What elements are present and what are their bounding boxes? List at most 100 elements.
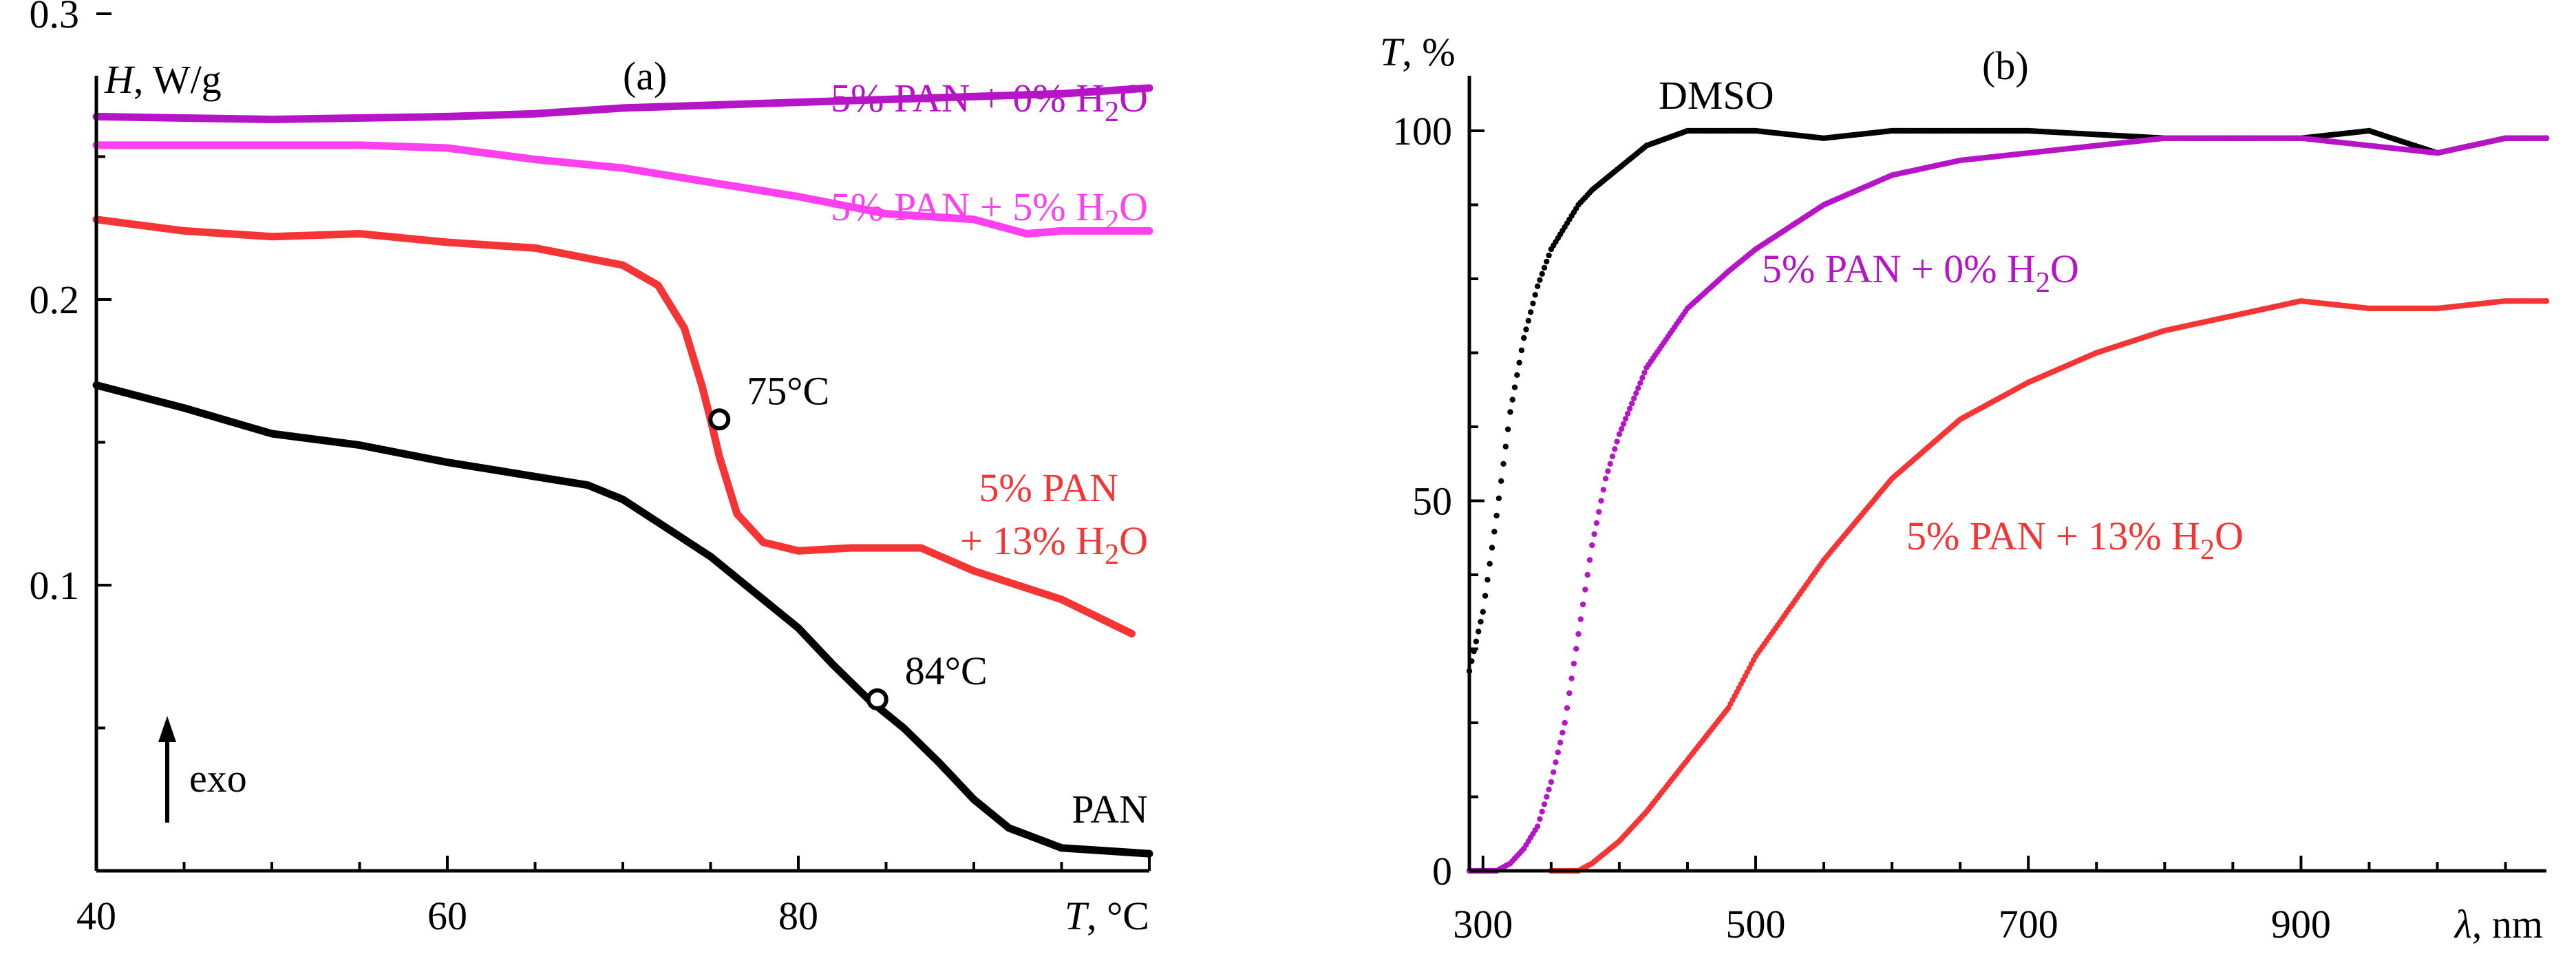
panel-a-y-axis-title: H, W/g (104, 57, 222, 102)
panel-b-point (1544, 258, 1550, 265)
panel-a-legend-pan: PAN (1072, 787, 1148, 832)
panel-b-point (1511, 384, 1518, 390)
panel-b-legend-0pct-tail: O (2050, 246, 2079, 291)
panel-b-point (1546, 786, 1552, 793)
panel-b-point (1635, 385, 1641, 391)
panel-b-series-dmso (1466, 127, 2550, 674)
panel-b-point (1476, 628, 1482, 635)
panel-b-point (1637, 380, 1643, 386)
panel-b-x-axis-title: λ, nm (2453, 902, 2543, 947)
panel-b-point (1577, 616, 1584, 622)
panel-b-point (1498, 478, 1504, 484)
panel-b-point (1555, 749, 1561, 756)
panel-b-point (1591, 531, 1597, 538)
panel-b-point (1614, 439, 1620, 445)
panel-a-xlabel-symbol: T (1065, 894, 1089, 938)
panel-a-y-tick-label: 0.1 (30, 563, 80, 608)
panel-b-point (1602, 476, 1609, 482)
panel-b-ticks-group: 300 500 700 900 0 50 100 (1392, 109, 2507, 947)
exo-arrow-head-icon (158, 716, 176, 742)
panel-b-ylabel-symbol: T (1380, 30, 1405, 74)
panel-b-point (1557, 739, 1564, 746)
panel-a-series-pan (92, 381, 1153, 858)
panel-b-point (1500, 461, 1507, 467)
panel-a-legend-13pct-line1: 5% PAN (979, 465, 1118, 510)
panel-a-legend-5pct-tail: O (1119, 184, 1148, 229)
panel-b-point (1560, 730, 1566, 736)
panel-a-y-tick-label: 0.3 (30, 0, 80, 36)
panel-a-legend-0pct-tail: O (1119, 76, 1148, 120)
panel-b-point (1564, 705, 1571, 711)
panel-a-series-5-pan-13-h2o (92, 215, 1136, 637)
panel-a-markers-group: 75°C 84°C (708, 368, 988, 710)
panel-b-point (1539, 808, 1545, 815)
panel-b-y-axis-title: T, % (1380, 30, 1456, 74)
panel-b-legend-0pct-sub: 2 (2036, 267, 2050, 299)
panel-a-marker-label-75-c: 75°C (747, 368, 829, 413)
panel-a-legend-13pct-tail: O (1119, 518, 1148, 563)
panel-b-point (1521, 335, 1527, 341)
panel-a-ylabel-symbol: H (104, 57, 136, 102)
exo-label: exo (189, 756, 247, 801)
panel-b-point (1631, 395, 1637, 401)
panel-b-point (1541, 264, 1548, 271)
panel-b-series-5-pan-13-h2o (1548, 298, 2550, 874)
panel-a-marker-75-c (708, 408, 731, 431)
panel-b-point (1523, 326, 1529, 332)
panel-b-x-tick-label: 700 (1999, 902, 2058, 947)
panel-b-point (1626, 405, 1633, 412)
panel-a-x-axis-title: T, °C (1065, 894, 1149, 938)
panel-a-legend-13pct-sub: 2 (1105, 539, 1119, 571)
panel-b-point (1553, 759, 1559, 765)
panel-a-y-tick-label: 0.2 (30, 277, 80, 322)
panel-b-point (1546, 252, 1552, 259)
panel-b-point (1641, 370, 1648, 376)
panel-b-point (1544, 794, 1550, 800)
panel-a-x-tick-label: 40 (76, 894, 116, 938)
panel-b-point (2543, 135, 2550, 141)
panel-a-series-group (92, 84, 1153, 858)
panel-b-legend-dmso: DMSO (1659, 73, 1774, 118)
panel-a-x-tick-label: 80 (778, 894, 818, 938)
panel-a-label: (a) (623, 54, 667, 98)
panel-b-series-5-pan-0-h2o (1466, 135, 2550, 874)
panel-a-legend-13pct-line2: + 13% H2O (960, 518, 1148, 571)
panel-b-point (1518, 347, 1525, 354)
panel-b-point (1582, 587, 1588, 593)
panel-b-point (2543, 298, 2550, 304)
panel-b-point (1607, 461, 1613, 467)
panel-b-point (1639, 374, 1646, 381)
panel-b-point (1633, 390, 1639, 397)
panel-b-point (1495, 495, 1502, 502)
panel-b-x-tick-label: 300 (1453, 902, 1513, 947)
panel-b-point (1530, 300, 1536, 306)
panel-a-marker-label-84-c: 84°C (905, 648, 988, 693)
panel-b-label: (b) (1982, 43, 2029, 88)
panel-a-legend-0pct-main: 5% PAN + 0% H (831, 76, 1105, 120)
panel-b-point (1586, 557, 1593, 563)
panel-a-marker-84-c (866, 688, 888, 710)
panel-b-point (1504, 426, 1511, 432)
panel-b-point (1609, 453, 1616, 460)
panel-b-point (1516, 359, 1522, 366)
panel-b-point (1534, 823, 1541, 830)
panel-b-point (1487, 560, 1493, 567)
panel-b-point (1562, 719, 1568, 726)
panel-a-series-5-pan-0-h2o (92, 84, 1153, 123)
panel-b-point (1537, 277, 1543, 283)
panel-a-x-tick-label: 60 (427, 894, 467, 938)
panel-b-legend-13pct-sub: 2 (2200, 534, 2215, 566)
panel-b-point (1534, 283, 1541, 289)
panel-b-point (1532, 292, 1538, 298)
panel-b-point (1484, 577, 1491, 583)
panel-a-chart: 75°C 84°C 40 60 80 0.1 0.2 0.3 H, W/g T, °C (a… (30, 0, 1153, 938)
panel-b-legend-13pct-water: 5% PAN + 13% H2O (1906, 514, 2244, 566)
panel-b-point (1618, 426, 1625, 432)
panel-b-point (1598, 498, 1604, 504)
panel-a-legend-5pct-water: 5% PAN + 5% H2O (831, 184, 1148, 237)
panel-b-y-tick-label: 0 (1432, 849, 1452, 894)
panel-b-chart: 300 500 700 900 0 50 100 T, % λ, nm (b) DMSO 5… (1380, 30, 2550, 947)
panel-b-x-tick-label: 900 (2271, 902, 2331, 947)
panel-b-point (1489, 545, 1495, 551)
panel-a-legend-5pct-main: 5% PAN + 5% H (831, 184, 1105, 229)
